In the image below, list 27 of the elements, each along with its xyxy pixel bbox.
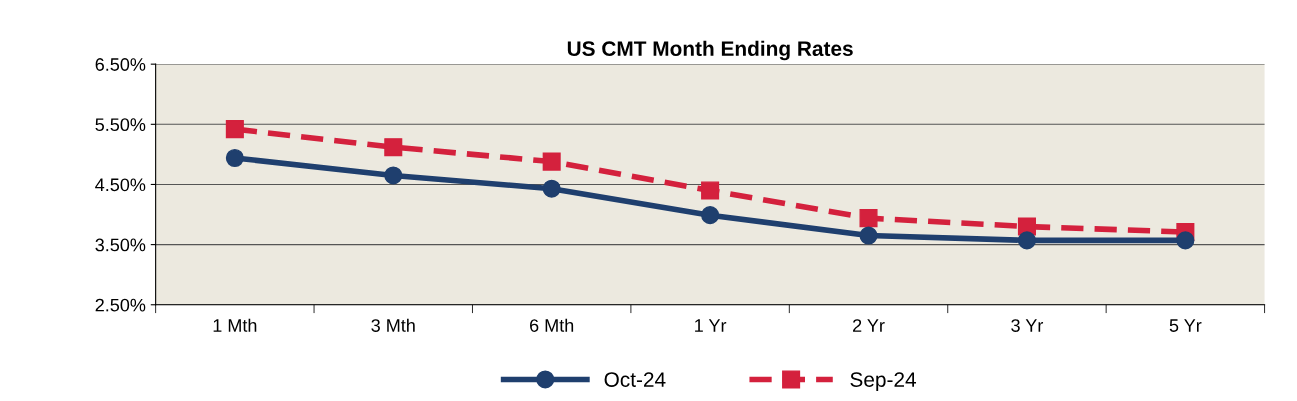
legend-label: Oct-24 (604, 372, 666, 387)
chart-title: US CMT Month Ending Rates (567, 40, 853, 61)
x-tick-label: 5 Yr (1169, 319, 1202, 332)
point (1017, 231, 1036, 250)
point (225, 120, 244, 139)
point (1176, 231, 1195, 250)
point (701, 181, 720, 200)
y-tick-label: 5.50% (95, 118, 146, 132)
point (542, 179, 561, 198)
x-tick-label: 3 Yr (1011, 319, 1044, 332)
x-tick-label: 6 Mth (530, 318, 574, 332)
legend-label: Sep-24 (850, 372, 917, 392)
y-tick-label: 3.50% (95, 238, 146, 252)
point (384, 138, 403, 157)
x-tick-label: 1 Yr (695, 319, 727, 332)
x-tick-label: 1 Mth (213, 318, 257, 332)
point (859, 209, 878, 228)
point (701, 206, 720, 225)
y-tick-label: 2.50% (95, 298, 146, 312)
point (225, 148, 244, 168)
x-tick-label: 3 Mth (371, 318, 415, 332)
point (542, 152, 561, 171)
point (859, 226, 878, 245)
y-tick-label: 4.50% (95, 178, 146, 192)
point (384, 166, 403, 185)
x-tick-label: 2 Yr (853, 319, 885, 332)
y-tick-label: 6.50% (95, 58, 146, 71)
